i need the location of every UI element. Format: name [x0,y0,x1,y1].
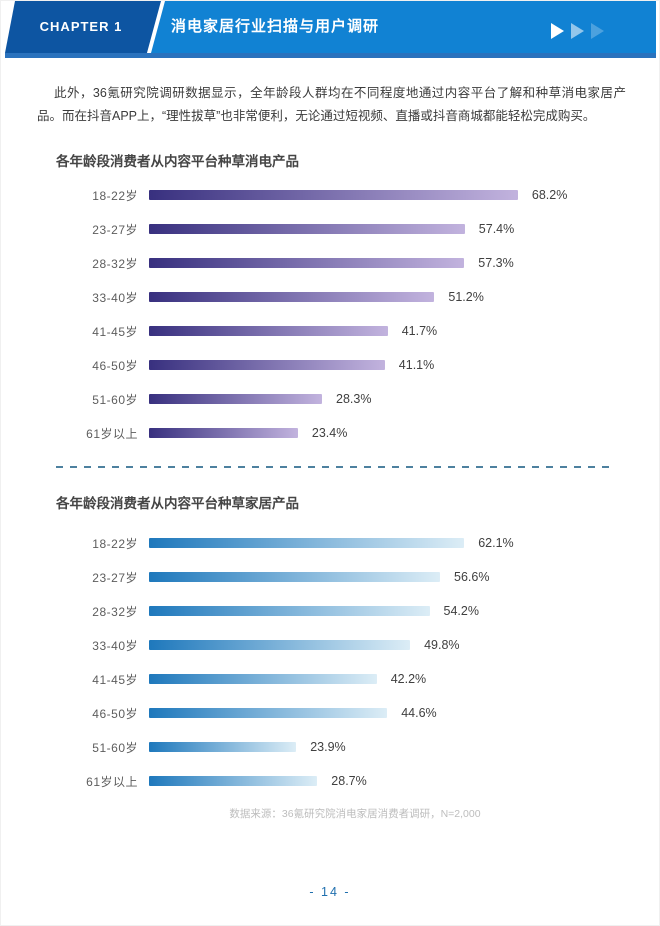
category-label: 28-32岁 [92,256,138,271]
bar [149,224,465,234]
category-label: 23-27岁 [92,222,138,237]
value-label: 68.2% [531,188,568,202]
play-arrow-icon [551,23,564,39]
chart-row: 28-32岁 57.3% [1,246,659,280]
value-label: 23.4% [311,426,348,440]
bar [149,606,430,616]
category-label: 41-45岁 [92,324,138,339]
bar [149,394,322,404]
chapter-label: CHAPTER 1 [39,19,123,34]
chapter-title: 消电家居行业扫描与用户调研 [171,18,380,35]
dashed-divider [56,466,609,468]
chart-row: 28-32岁 54.2% [1,594,659,628]
chart-row: 33-40岁 49.8% [1,628,659,662]
play-arrow-icon [591,23,604,39]
chart-row: 18-22岁 62.1% [1,526,659,560]
category-label: 61岁以上 [86,426,138,441]
bar [149,326,388,336]
chart-row: 18-22岁 68.2% [1,178,659,212]
bar [149,292,435,302]
value-label: 41.1% [398,358,435,372]
chart-row: 51-60岁 28.3% [1,382,659,416]
chart-title: 各年龄段消费者从内容平台种草消电产品 [56,154,299,169]
category-label: 41-45岁 [92,672,138,687]
chart-row: 46-50岁 41.1% [1,348,659,382]
value-label: 41.7% [401,324,438,338]
category-label: 18-22岁 [92,188,138,203]
chart-row: 23-27岁 56.6% [1,560,659,594]
bar [149,258,465,268]
value-label: 54.2% [443,604,479,618]
value-label: 57.3% [478,256,514,270]
chart-row: 41-45岁 42.2% [1,662,659,696]
bar [149,776,318,786]
value-label: 56.6% [454,570,490,584]
category-label: 33-40岁 [92,638,138,653]
chapter-header: CHAPTER 1 消电家居行业扫描与用户调研 [1,1,659,58]
header-bottom-strip [5,53,656,58]
intro-paragraph: 此外，36氪研究院调研数据显示，全年龄段人群均在不同程度地通过内容平台了解和种草… [37,86,626,123]
value-label: 42.2% [390,672,427,686]
chart-row: 23-27岁 57.4% [1,212,659,246]
chart-home-products: 各年龄段消费者从内容平台种草家居产品 18-22岁 62.1% 23-27岁 56.6… [1,492,659,798]
value-label: 51.2% [448,290,484,304]
value-label: 49.8% [424,638,460,652]
chart-row: 51-60岁 23.9% [1,730,659,764]
value-label: 62.1% [478,536,514,550]
data-source-note: 数据来源：36氪研究院消电家居消费者调研，N=2,000 [229,808,481,820]
bar [149,538,465,548]
bar [149,360,385,370]
value-label: 28.7% [331,774,367,788]
category-label: 23-27岁 [92,570,138,585]
value-label: 57.4% [478,222,515,236]
bar [149,674,377,684]
chart-consumer-electronics: 各年龄段消费者从内容平台种草消电产品 18-22岁 68.2% 23-27岁 57.4… [1,150,659,450]
page-number: - 14 - [309,885,351,899]
bar [149,572,440,582]
value-label: 23.9% [310,740,346,754]
chart-rows: 18-22岁 62.1% 23-27岁 56.6% 28-32岁 54.2% 33-40岁 4… [1,526,659,798]
header-band-dark [5,1,161,53]
chart-row: 46-50岁 44.6% [1,696,659,730]
category-label: 46-50岁 [92,358,138,373]
play-arrow-icon [571,23,584,39]
chart-row: 33-40岁 51.2% [1,280,659,314]
bar [149,428,298,438]
category-label: 46-50岁 [92,706,138,721]
chart-row: 61岁以上 23.4% [1,416,659,450]
category-label: 51-60岁 [92,740,138,755]
chart-rows: 18-22岁 68.2% 23-27岁 57.4% 28-32岁 57.3% 33-40岁 5… [1,178,659,450]
header-arrows [551,23,604,39]
bar [149,742,297,752]
category-label: 61岁以上 [86,774,138,789]
category-label: 28-32岁 [92,604,138,619]
category-label: 18-22岁 [92,536,138,551]
bar [149,190,518,200]
bar [149,640,411,650]
value-label: 44.6% [401,706,437,720]
category-label: 33-40岁 [92,290,138,305]
chart-title: 各年龄段消费者从内容平台种草家居产品 [56,496,299,511]
chart-row: 41-45岁 41.7% [1,314,659,348]
chart-row: 61岁以上 28.7% [1,764,659,798]
value-label: 28.3% [336,392,372,406]
category-label: 51-60岁 [92,392,138,407]
bar [149,708,388,718]
